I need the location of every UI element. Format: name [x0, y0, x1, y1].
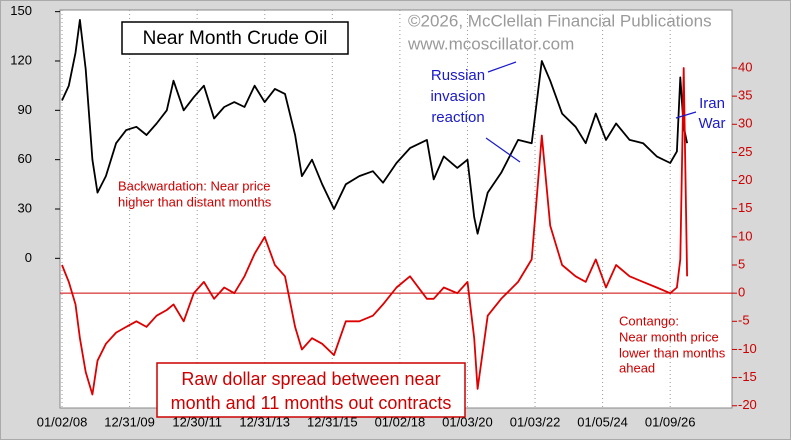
plot-area	[59, 9, 733, 409]
y-tick-label: 150	[10, 3, 32, 18]
y-tick-label: 30	[18, 200, 32, 215]
y-tick-label: 60	[18, 151, 32, 166]
x-tick-label: 01/09/26	[645, 414, 696, 429]
y2-tick-label: -20	[738, 397, 757, 412]
x-tick-label: 01/05/24	[577, 414, 628, 429]
x-tick-label: 01/03/20	[442, 414, 493, 429]
y2-tick-label: 25	[738, 144, 752, 159]
website: www.mcoscillator.com	[407, 34, 574, 53]
credit: ©2026, McClellan Financial Publications	[408, 11, 712, 30]
annotation: Russian	[431, 67, 485, 84]
x-tick-label: 01/02/18	[375, 414, 426, 429]
series-line	[61, 67, 688, 396]
series-line	[61, 19, 688, 235]
note-box	[156, 362, 466, 418]
y2-tick-label: 5	[738, 256, 745, 271]
y2-tick-label: -15	[738, 369, 757, 384]
y2-tick-label: 10	[738, 228, 752, 243]
x-tick-label: 12/31/09	[104, 414, 155, 429]
annotation: month and 11 months out contracts	[171, 393, 452, 413]
x-tick-label: 01/02/08	[37, 414, 88, 429]
y-tick-label: 120	[10, 52, 32, 67]
annotation: ahead	[619, 360, 655, 375]
annotation: invasion	[430, 88, 485, 105]
annotation: Iran	[699, 95, 725, 112]
y2-tick-label: 0	[738, 285, 745, 300]
y2-tick-label: 20	[738, 172, 752, 187]
annotation: Backwardation: Near price	[118, 178, 270, 193]
arrows	[485, 61, 697, 163]
annotation: Near month price	[619, 329, 719, 344]
x-tick-label: 12/31/15	[307, 414, 358, 429]
chart-title: Near Month Crude Oil	[143, 28, 328, 49]
y-tick-label: 0	[25, 250, 32, 265]
x-tick-label: 12/30/11	[172, 414, 222, 429]
title-box	[121, 21, 349, 55]
y2-tick-label: 40	[738, 59, 752, 74]
x-tick-label: 12/31/13	[239, 414, 290, 429]
y2-tick-label: 15	[738, 200, 752, 215]
y2-tick-label: -10	[738, 341, 757, 356]
y-tick-label: 90	[18, 102, 32, 117]
y2-tick-label: -5	[738, 313, 750, 328]
annotation: higher than distant months	[118, 194, 272, 209]
annotation: reaction	[431, 109, 484, 126]
annotation: lower than months	[619, 345, 726, 360]
annotation: Raw dollar spread between near	[181, 369, 440, 389]
annotation: War	[699, 115, 726, 132]
x-tick-label: 01/03/22	[510, 414, 561, 429]
y2-tick-label: 35	[738, 88, 752, 103]
annotation: Contango:	[619, 313, 679, 328]
y2-tick-label: 30	[738, 116, 752, 131]
